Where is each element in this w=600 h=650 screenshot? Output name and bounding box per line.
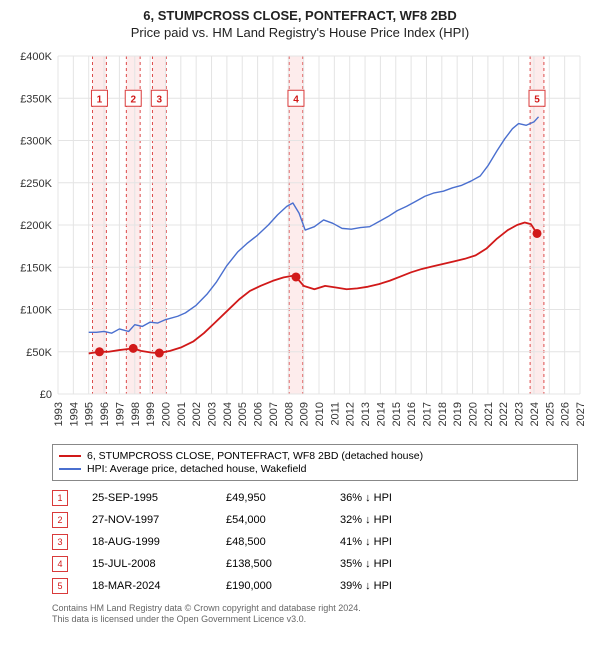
svg-text:2023: 2023 — [514, 402, 526, 426]
svg-text:£150K: £150K — [20, 262, 52, 274]
svg-text:1995: 1995 — [84, 402, 96, 426]
chart-title: 6, STUMPCROSS CLOSE, PONTEFRACT, WF8 2BD — [10, 8, 590, 23]
sale-hpi: 41% ↓ HPI — [340, 536, 430, 548]
sale-marker-box: 2 — [52, 512, 68, 528]
svg-text:2015: 2015 — [391, 402, 403, 426]
svg-text:2021: 2021 — [483, 402, 495, 426]
svg-text:2026: 2026 — [560, 402, 572, 426]
sales-row: 2 27-NOV-1997 £54,000 32% ↓ HPI — [52, 509, 578, 531]
legend-label: HPI: Average price, detached house, Wake… — [87, 463, 306, 475]
svg-text:£100K: £100K — [20, 305, 52, 317]
svg-text:2014: 2014 — [375, 402, 387, 426]
sale-marker-box: 4 — [52, 556, 68, 572]
svg-text:1997: 1997 — [114, 402, 126, 426]
svg-text:5: 5 — [534, 94, 540, 105]
sales-row: 4 15-JUL-2008 £138,500 35% ↓ HPI — [52, 553, 578, 575]
sale-hpi: 39% ↓ HPI — [340, 580, 430, 592]
legend-label: 6, STUMPCROSS CLOSE, PONTEFRACT, WF8 2BD… — [87, 450, 423, 462]
svg-text:2020: 2020 — [468, 402, 480, 426]
sales-row: 1 25-SEP-1995 £49,950 36% ↓ HPI — [52, 487, 578, 509]
svg-text:2007: 2007 — [268, 402, 280, 426]
svg-text:£50K: £50K — [26, 347, 52, 359]
sale-price: £138,500 — [226, 558, 316, 570]
svg-text:2027: 2027 — [575, 402, 587, 426]
legend: 6, STUMPCROSS CLOSE, PONTEFRACT, WF8 2BD… — [52, 444, 578, 481]
svg-text:1996: 1996 — [99, 402, 111, 426]
svg-text:£300K: £300K — [20, 136, 52, 148]
svg-text:2: 2 — [130, 94, 136, 105]
svg-text:2017: 2017 — [421, 402, 433, 426]
svg-text:2006: 2006 — [253, 402, 265, 426]
svg-text:1: 1 — [97, 94, 103, 105]
svg-text:2019: 2019 — [452, 402, 464, 426]
svg-text:2012: 2012 — [345, 402, 357, 426]
sale-hpi: 36% ↓ HPI — [340, 492, 430, 504]
svg-text:£250K: £250K — [20, 178, 52, 190]
svg-text:2018: 2018 — [437, 402, 449, 426]
legend-swatch — [59, 468, 81, 470]
svg-text:1994: 1994 — [68, 402, 80, 426]
svg-text:2016: 2016 — [406, 402, 418, 426]
sale-date: 18-AUG-1999 — [92, 536, 202, 548]
sale-price: £190,000 — [226, 580, 316, 592]
svg-text:2010: 2010 — [314, 402, 326, 426]
sale-price: £54,000 — [226, 514, 316, 526]
svg-text:4: 4 — [293, 94, 299, 105]
sale-date: 18-MAR-2024 — [92, 580, 202, 592]
svg-text:1993: 1993 — [53, 402, 65, 426]
sale-hpi: 32% ↓ HPI — [340, 514, 430, 526]
svg-text:2001: 2001 — [176, 402, 188, 426]
svg-text:2013: 2013 — [360, 402, 372, 426]
svg-text:2008: 2008 — [283, 402, 295, 426]
chart-title-block: 6, STUMPCROSS CLOSE, PONTEFRACT, WF8 2BD… — [10, 8, 590, 40]
svg-text:2005: 2005 — [237, 402, 249, 426]
footnote-line: Contains HM Land Registry data © Crown c… — [52, 603, 578, 614]
svg-text:2024: 2024 — [529, 402, 541, 426]
footnote-line: This data is licensed under the Open Gov… — [52, 614, 578, 625]
legend-item: HPI: Average price, detached house, Wake… — [59, 463, 571, 475]
sale-hpi: 35% ↓ HPI — [340, 558, 430, 570]
sales-row: 5 18-MAR-2024 £190,000 39% ↓ HPI — [52, 575, 578, 597]
sale-marker-box: 3 — [52, 534, 68, 550]
sale-date: 15-JUL-2008 — [92, 558, 202, 570]
svg-text:2000: 2000 — [160, 402, 172, 426]
svg-text:1999: 1999 — [145, 402, 157, 426]
svg-text:2002: 2002 — [191, 402, 203, 426]
svg-text:1998: 1998 — [130, 402, 142, 426]
legend-swatch — [59, 455, 81, 457]
sale-date: 25-SEP-1995 — [92, 492, 202, 504]
sale-price: £48,500 — [226, 536, 316, 548]
svg-text:2004: 2004 — [222, 402, 234, 426]
svg-text:£400K: £400K — [20, 51, 52, 63]
svg-text:2003: 2003 — [207, 402, 219, 426]
sales-row: 3 18-AUG-1999 £48,500 41% ↓ HPI — [52, 531, 578, 553]
footnote: Contains HM Land Registry data © Crown c… — [52, 603, 578, 626]
svg-text:2022: 2022 — [498, 402, 510, 426]
svg-text:2011: 2011 — [329, 402, 341, 426]
svg-text:£0: £0 — [40, 389, 52, 401]
sale-marker-box: 1 — [52, 490, 68, 506]
svg-text:£350K: £350K — [20, 93, 52, 105]
svg-text:2025: 2025 — [544, 402, 556, 426]
chart-svg: £0 £50K £100K £150K £200K £250K £300K £350K £400… — [10, 48, 590, 438]
legend-item: 6, STUMPCROSS CLOSE, PONTEFRACT, WF8 2BD… — [59, 450, 571, 462]
svg-text:£200K: £200K — [20, 220, 52, 232]
chart-subtitle: Price paid vs. HM Land Registry's House … — [10, 25, 590, 40]
sale-price: £49,950 — [226, 492, 316, 504]
svg-text:3: 3 — [157, 94, 163, 105]
sale-marker-box: 5 — [52, 578, 68, 594]
sale-date: 27-NOV-1997 — [92, 514, 202, 526]
sales-table: 1 25-SEP-1995 £49,950 36% ↓ HPI 2 27-NOV-1997… — [52, 487, 578, 597]
svg-text:2009: 2009 — [299, 402, 311, 426]
chart-area: £0 £50K £100K £150K £200K £250K £300K £350K £400… — [10, 48, 590, 438]
